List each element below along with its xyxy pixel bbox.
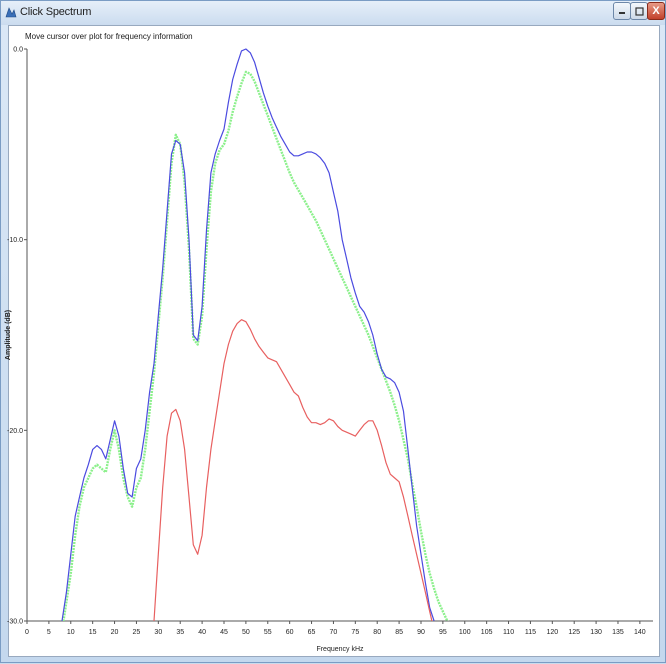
series-line-1 — [61, 48, 435, 621]
title-bar[interactable]: Click Spectrum X — [1, 1, 665, 25]
y-tick-label: -10.0 — [7, 237, 23, 244]
series-line-3 — [153, 319, 433, 621]
x-tick-label: 35 — [176, 629, 184, 636]
y-tick-label: 0.0 — [13, 47, 23, 54]
y-tick-label: -20.0 — [7, 428, 23, 435]
x-tick-label: 80 — [373, 629, 381, 636]
click-spectrum-app-icon — [5, 7, 17, 18]
plot-panel: Move cursor over plot for frequency info… — [8, 25, 660, 657]
x-tick-label: 140 — [634, 629, 646, 636]
x-tick-label: 55 — [264, 629, 272, 636]
x-tick-label: 110 — [503, 629, 514, 636]
cursor-hint: Move cursor over plot for frequency info… — [25, 32, 193, 41]
close-button[interactable]: X — [647, 2, 665, 20]
x-tick-label: 50 — [242, 629, 250, 636]
x-tick-label: 5 — [47, 629, 51, 636]
x-tick-label: 30 — [154, 629, 162, 636]
x-tick-label: 120 — [546, 629, 558, 636]
series-group — [61, 48, 449, 621]
x-tick-label: 25 — [133, 629, 141, 636]
x-tick-label: 65 — [308, 629, 316, 636]
x-tick-label: 85 — [395, 629, 403, 636]
x-tick-label: 60 — [286, 629, 294, 636]
close-icon: X — [652, 5, 660, 17]
window-title: Click Spectrum — [20, 6, 92, 18]
x-tick-label: 20 — [111, 629, 119, 636]
x-tick-label: 40 — [198, 629, 206, 636]
x-tick-label: 70 — [330, 629, 338, 636]
x-tick-label: 115 — [525, 629, 536, 636]
y-tick-label: -30.0 — [7, 619, 23, 626]
x-tick-label: 100 — [459, 629, 471, 636]
x-tick-label: 95 — [439, 629, 447, 636]
x-tick-label: 135 — [612, 629, 624, 636]
x-tick-label: 0 — [25, 629, 29, 636]
minimize-icon — [619, 12, 625, 14]
x-axis-title: Frequency kHz — [316, 646, 364, 653]
series-line-2 — [62, 70, 449, 621]
maximize-icon — [634, 6, 644, 16]
x-tick-label: 90 — [417, 629, 425, 636]
y-axis-title: Amplitude (dB) — [5, 310, 12, 360]
x-tick-label: 75 — [351, 629, 359, 636]
x-tick-label: 15 — [89, 629, 97, 636]
x-tick-label: 10 — [67, 629, 75, 636]
x-tick-label: 105 — [481, 629, 493, 636]
x-tick-label: 45 — [220, 629, 228, 636]
x-tick-label: 125 — [568, 629, 580, 636]
x-tick-label: 130 — [590, 629, 602, 636]
